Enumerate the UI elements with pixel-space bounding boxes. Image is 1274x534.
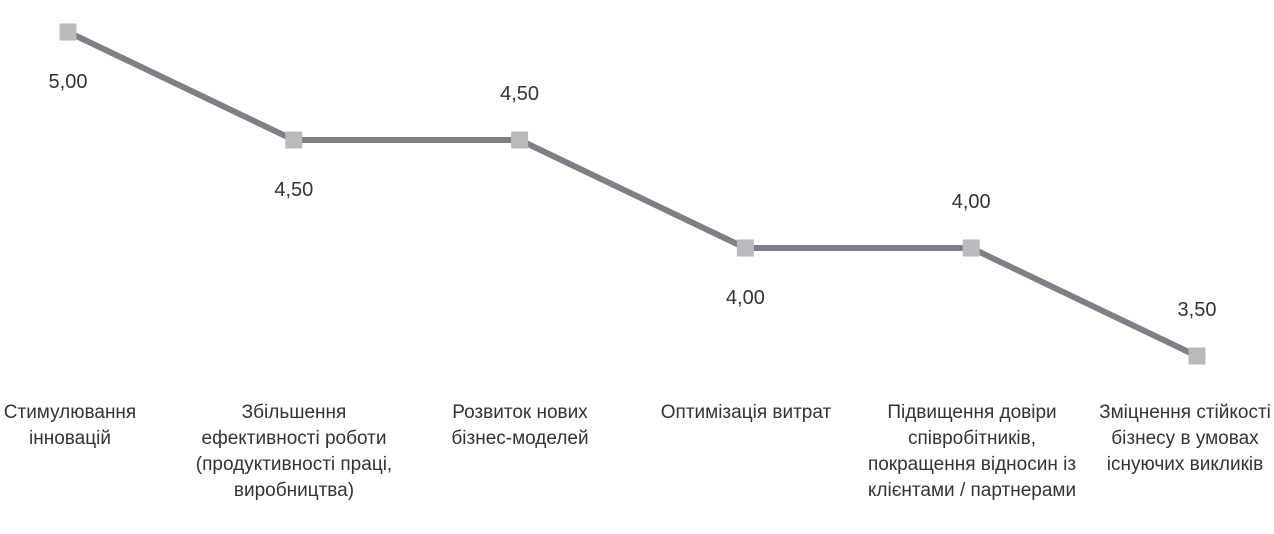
data-label: 4,50	[500, 83, 539, 105]
x-tick-label: Розвиток нових бізнес-моделей	[451, 402, 589, 449]
data-label: 4,50	[274, 179, 313, 201]
data-label: 4,00	[952, 191, 991, 213]
x-tick-label: Підвищення довіри співробітників, покращ…	[867, 402, 1077, 501]
x-tick-label: Стимулювання інновацій	[3, 402, 137, 449]
marker-layer	[59, 23, 1206, 365]
data-label: 5,00	[49, 71, 88, 93]
data-point-marker	[962, 239, 980, 257]
value-label-layer: 5,00 4,50 4,50 4,00 4,00 3,50	[49, 71, 1217, 321]
series-layer	[66, 29, 1199, 359]
data-point-marker	[285, 131, 303, 149]
data-point-marker	[1188, 347, 1206, 365]
data-label: 3,50	[1178, 299, 1217, 321]
x-tick-label: Оптимізація витрат	[660, 402, 832, 423]
data-point-marker	[511, 131, 529, 149]
data-label: 4,00	[726, 287, 765, 309]
data-point-marker	[736, 239, 754, 257]
series-line	[66, 29, 1199, 359]
data-point-marker	[59, 23, 77, 41]
x-tick-label: Зміцнення стійкості бізнесу в умовах існ…	[1099, 402, 1271, 475]
x-tick-label: Збільшення ефективності роботи (продукти…	[195, 402, 393, 501]
